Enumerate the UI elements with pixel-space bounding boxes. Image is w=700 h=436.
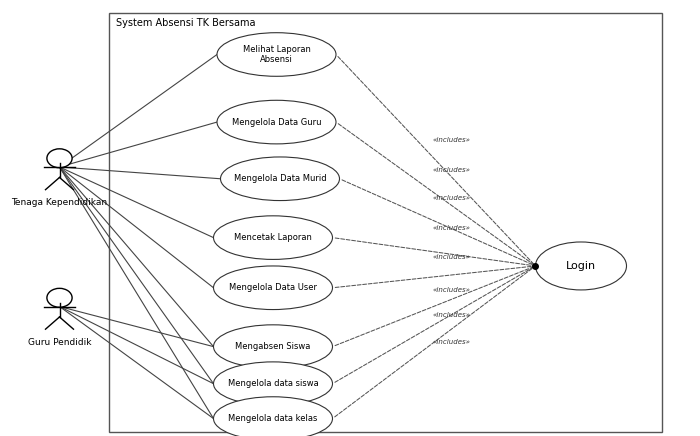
Text: Mengelola Data Murid: Mengelola Data Murid	[234, 174, 326, 183]
Ellipse shape	[214, 362, 332, 405]
Text: Login: Login	[566, 261, 596, 271]
Text: «includes»: «includes»	[433, 312, 470, 318]
Text: «includes»: «includes»	[433, 136, 470, 143]
Ellipse shape	[536, 242, 626, 290]
FancyBboxPatch shape	[108, 13, 662, 432]
Ellipse shape	[214, 216, 332, 259]
Ellipse shape	[214, 325, 332, 368]
Text: «includes»: «includes»	[433, 339, 470, 345]
Ellipse shape	[47, 149, 72, 168]
Text: Mencetak Laporan: Mencetak Laporan	[234, 233, 312, 242]
Text: System Absensi TK Bersama: System Absensi TK Bersama	[116, 18, 255, 28]
Text: Mengabsen Siswa: Mengabsen Siswa	[235, 342, 311, 351]
Text: Mengelola Data Guru: Mengelola Data Guru	[232, 118, 321, 126]
Ellipse shape	[214, 397, 332, 436]
Text: Melihat Laporan
Absensi: Melihat Laporan Absensi	[243, 45, 310, 64]
Text: «includes»: «includes»	[433, 225, 470, 231]
Ellipse shape	[47, 288, 72, 307]
Ellipse shape	[217, 33, 336, 76]
Text: Mengelola data siswa: Mengelola data siswa	[228, 379, 318, 388]
Text: «Includes»: «Includes»	[433, 195, 470, 201]
Ellipse shape	[214, 266, 332, 310]
Text: «includes»: «includes»	[433, 287, 470, 293]
Text: Mengelola data kelas: Mengelola data kelas	[228, 414, 318, 423]
Text: Guru Pendidik: Guru Pendidik	[28, 338, 91, 347]
Ellipse shape	[217, 100, 336, 144]
Text: «includes»: «includes»	[433, 167, 470, 173]
Text: Tenaga Kependidikan: Tenaga Kependidikan	[11, 198, 108, 208]
Ellipse shape	[220, 157, 340, 201]
Text: Mengelola Data User: Mengelola Data User	[229, 283, 317, 292]
Text: «includes»: «includes»	[433, 254, 470, 260]
